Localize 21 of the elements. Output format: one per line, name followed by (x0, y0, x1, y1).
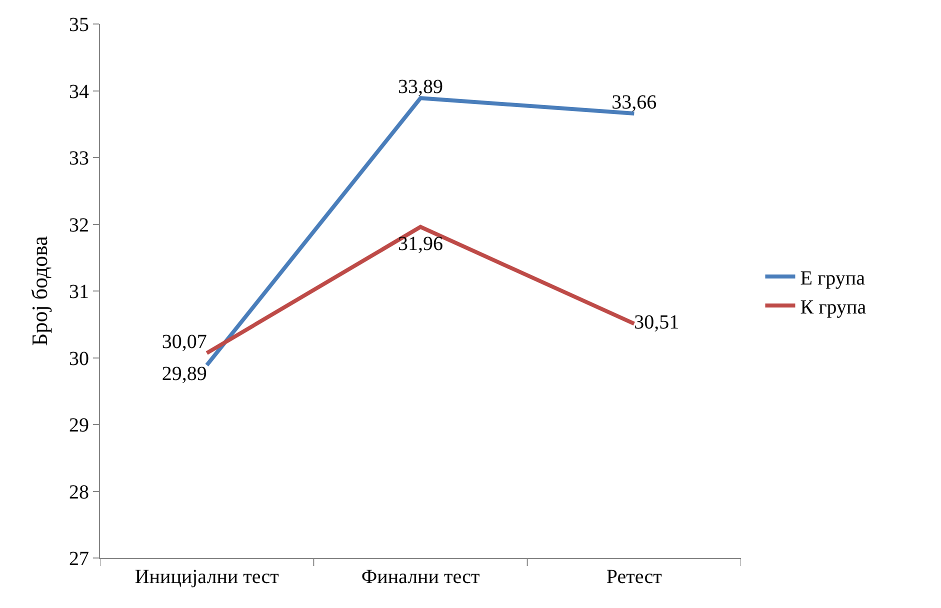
y-tick-label: 30 (69, 348, 89, 370)
legend-label: К група (800, 296, 866, 318)
y-tick-label: 32 (69, 214, 89, 236)
y-tick-label: 27 (69, 548, 89, 570)
x-tick-label: Иницијални тест (134, 566, 280, 588)
x-tick-label: Финални тест (361, 566, 480, 588)
data-label: 30,51 (634, 312, 680, 334)
y-tick-label: 31 (69, 281, 89, 303)
x-tick-label: Ретест (606, 566, 662, 588)
data-label: 33,66 (612, 91, 657, 114)
data-label: 33,89 (398, 76, 443, 98)
y-tick-label: 28 (69, 481, 89, 504)
legend-label: Е група (800, 267, 866, 290)
y-axis-title: Број бодова (26, 236, 52, 346)
y-tick-label: 33 (69, 148, 89, 170)
data-label: 29,89 (162, 363, 207, 386)
data-label: 31,96 (398, 232, 443, 255)
data-label: 30,07 (162, 331, 207, 354)
y-tick-label: 35 (69, 14, 89, 36)
y-tick-label: 29 (69, 414, 89, 436)
y-tick-label: 34 (69, 80, 89, 103)
